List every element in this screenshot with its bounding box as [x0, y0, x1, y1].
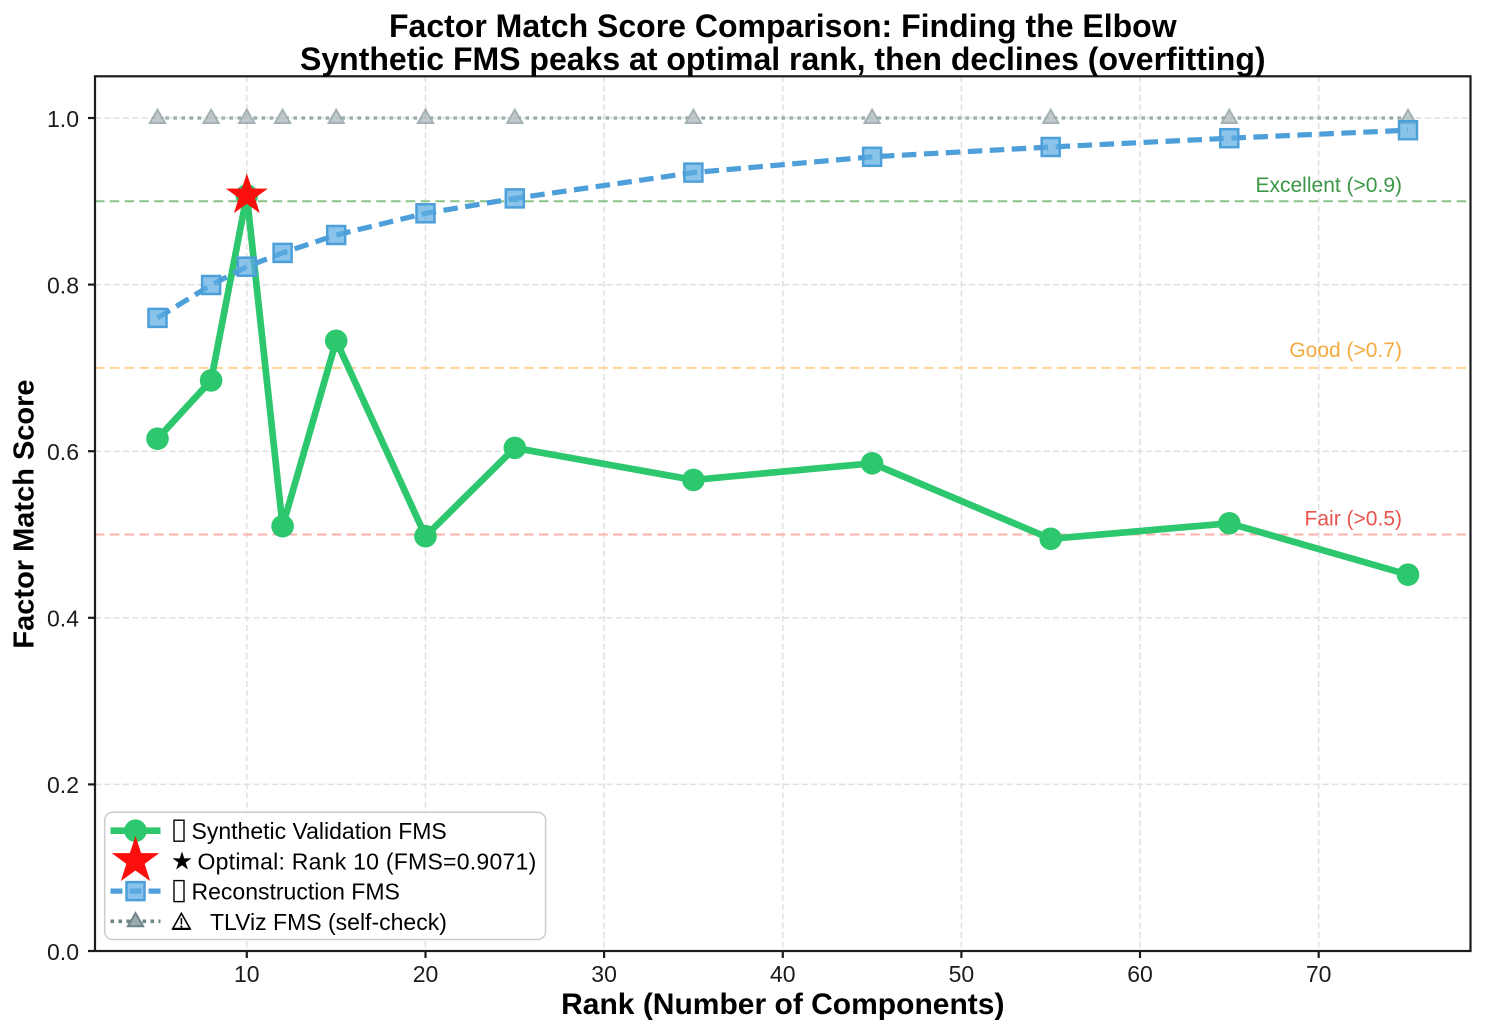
svg-text:Synthetic Validation FMS: Synthetic Validation FMS: [192, 818, 447, 844]
svg-text:TLViz FMS (self-check): TLViz FMS (self-check): [210, 909, 447, 935]
svg-text:60: 60: [1127, 961, 1153, 987]
svg-text:10: 10: [234, 961, 260, 987]
svg-text:0.2: 0.2: [47, 772, 79, 798]
svg-text:Rank (Number of Components): Rank (Number of Components): [561, 988, 1004, 1021]
svg-text:40: 40: [770, 961, 796, 987]
svg-text:20: 20: [413, 961, 439, 987]
svg-text:Good (>0.7): Good (>0.7): [1289, 339, 1402, 362]
svg-text:0.6: 0.6: [47, 439, 79, 465]
svg-text:30: 30: [591, 961, 617, 987]
svg-text:Reconstruction FMS: Reconstruction FMS: [192, 879, 400, 905]
svg-text:0.4: 0.4: [47, 606, 79, 632]
svg-text:Synthetic FMS peaks at optimal: Synthetic FMS peaks at optimal rank, the…: [300, 41, 1266, 77]
svg-text:0.8: 0.8: [47, 272, 79, 298]
svg-text:0.0: 0.0: [47, 939, 79, 965]
svg-text:Excellent (>0.9): Excellent (>0.9): [1256, 174, 1403, 197]
svg-text:Fair (>0.5): Fair (>0.5): [1305, 508, 1402, 531]
svg-text:Optimal: Rank 10 (FMS=0.9071): Optimal: Rank 10 (FMS=0.9071): [198, 848, 537, 874]
svg-text:70: 70: [1306, 961, 1332, 987]
svg-text:50: 50: [949, 961, 975, 987]
svg-text:1.0: 1.0: [47, 106, 79, 132]
svg-text:Factor Match Score: Factor Match Score: [9, 379, 41, 648]
svg-text:Factor Match Score Comparison:: Factor Match Score Comparison: Finding t…: [389, 8, 1177, 44]
